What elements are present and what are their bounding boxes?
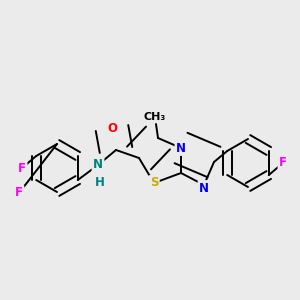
Text: F: F [18,161,26,175]
Text: F: F [279,157,287,169]
Text: F: F [15,187,23,200]
Text: H: H [95,176,105,188]
Text: CH₃: CH₃ [144,112,166,122]
Text: S: S [150,176,158,190]
Text: N: N [93,158,103,172]
Text: N: N [176,142,186,154]
Text: N: N [199,182,209,194]
Text: O: O [107,122,117,134]
